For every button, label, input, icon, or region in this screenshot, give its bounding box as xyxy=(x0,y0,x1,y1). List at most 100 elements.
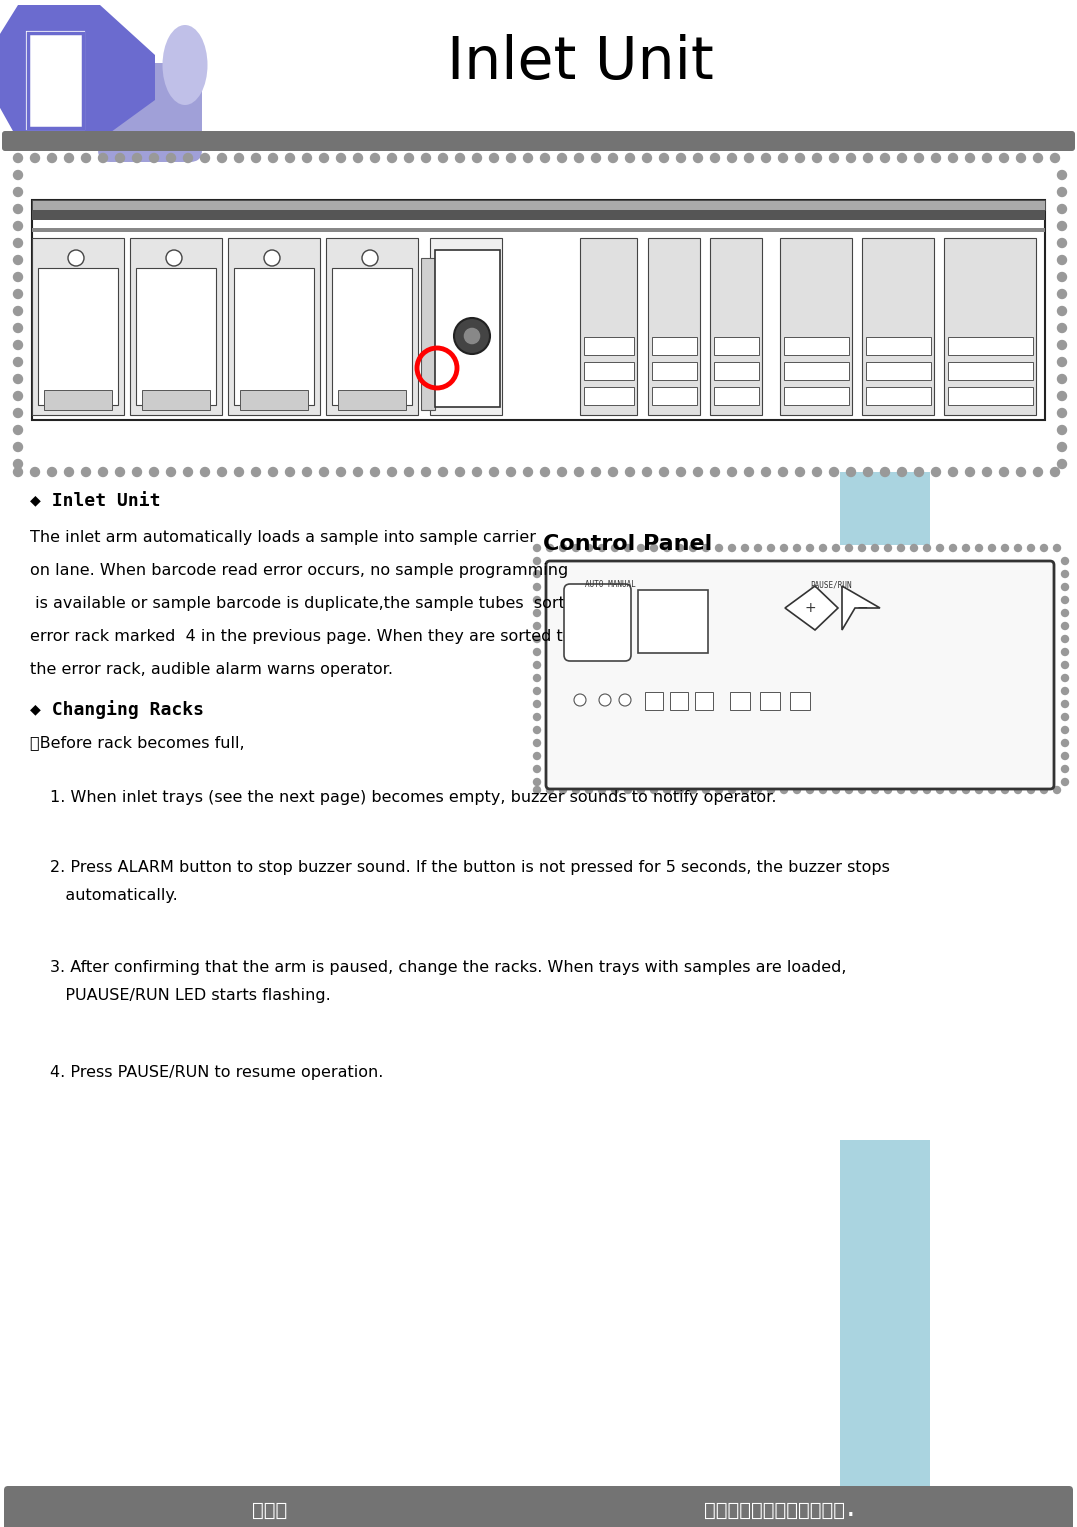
Circle shape xyxy=(820,545,826,551)
Bar xyxy=(435,250,500,408)
Circle shape xyxy=(1050,467,1060,476)
Circle shape xyxy=(65,154,73,162)
Bar xyxy=(638,589,708,654)
Circle shape xyxy=(715,786,723,794)
Circle shape xyxy=(533,779,541,785)
Circle shape xyxy=(1062,765,1068,773)
Bar xyxy=(866,386,931,405)
Circle shape xyxy=(14,443,23,452)
Circle shape xyxy=(1058,341,1066,350)
Bar xyxy=(32,238,124,415)
Circle shape xyxy=(574,693,586,705)
Bar xyxy=(784,337,849,354)
Circle shape xyxy=(1027,786,1035,794)
Text: −: − xyxy=(856,602,868,615)
Circle shape xyxy=(847,154,855,162)
Bar xyxy=(780,238,852,415)
Circle shape xyxy=(1062,753,1068,759)
Circle shape xyxy=(1027,545,1035,551)
Circle shape xyxy=(833,545,839,551)
Circle shape xyxy=(1058,443,1066,452)
Bar xyxy=(234,269,314,405)
Circle shape xyxy=(533,545,541,551)
Circle shape xyxy=(1058,221,1066,231)
Circle shape xyxy=(711,154,719,162)
Circle shape xyxy=(421,154,431,162)
Circle shape xyxy=(150,467,158,476)
Circle shape xyxy=(651,786,657,794)
Circle shape xyxy=(676,786,684,794)
Circle shape xyxy=(845,545,853,551)
Circle shape xyxy=(1058,426,1066,435)
Circle shape xyxy=(1062,571,1068,577)
Circle shape xyxy=(741,786,749,794)
Circle shape xyxy=(533,661,541,669)
Circle shape xyxy=(1015,545,1021,551)
Circle shape xyxy=(1062,623,1068,629)
Bar xyxy=(760,692,780,710)
Circle shape xyxy=(807,545,813,551)
Text: the error rack, audible alarm warns operator.: the error rack, audible alarm warns oper… xyxy=(30,663,393,676)
Circle shape xyxy=(794,545,800,551)
Circle shape xyxy=(558,467,567,476)
Bar xyxy=(584,337,634,354)
Text: +: + xyxy=(805,602,815,615)
Circle shape xyxy=(533,687,541,695)
Circle shape xyxy=(320,467,328,476)
Circle shape xyxy=(533,753,541,759)
Bar xyxy=(840,699,931,750)
Bar xyxy=(136,269,216,405)
Circle shape xyxy=(533,713,541,721)
Circle shape xyxy=(881,467,890,476)
Circle shape xyxy=(963,786,969,794)
Circle shape xyxy=(98,154,108,162)
Circle shape xyxy=(976,786,982,794)
Circle shape xyxy=(30,467,40,476)
Circle shape xyxy=(336,467,346,476)
Circle shape xyxy=(166,250,182,266)
Circle shape xyxy=(1062,739,1068,747)
Circle shape xyxy=(1062,675,1068,681)
Bar xyxy=(948,386,1033,405)
Circle shape xyxy=(14,307,23,316)
Bar xyxy=(840,472,931,545)
Circle shape xyxy=(1050,154,1060,162)
Bar xyxy=(791,692,810,710)
Circle shape xyxy=(559,786,567,794)
Circle shape xyxy=(643,154,652,162)
FancyBboxPatch shape xyxy=(28,34,83,128)
Circle shape xyxy=(1062,635,1068,643)
Circle shape xyxy=(781,786,787,794)
Circle shape xyxy=(14,324,23,333)
Circle shape xyxy=(14,426,23,435)
Circle shape xyxy=(68,250,84,266)
Circle shape xyxy=(741,545,749,551)
Circle shape xyxy=(1058,272,1066,281)
Circle shape xyxy=(1062,649,1068,655)
Circle shape xyxy=(612,545,618,551)
Bar xyxy=(338,389,406,411)
Circle shape xyxy=(626,467,634,476)
Circle shape xyxy=(796,154,805,162)
Circle shape xyxy=(812,467,822,476)
Circle shape xyxy=(574,154,584,162)
Circle shape xyxy=(183,467,193,476)
Circle shape xyxy=(1058,374,1066,383)
Circle shape xyxy=(982,467,992,476)
Circle shape xyxy=(533,635,541,643)
Circle shape xyxy=(625,545,631,551)
Circle shape xyxy=(965,154,975,162)
Circle shape xyxy=(761,467,770,476)
Circle shape xyxy=(586,545,592,551)
Text: ◆ Changing Racks: ◆ Changing Racks xyxy=(30,699,204,719)
Circle shape xyxy=(320,154,328,162)
Circle shape xyxy=(702,786,710,794)
Bar xyxy=(584,386,634,405)
Circle shape xyxy=(609,467,617,476)
Circle shape xyxy=(559,545,567,551)
Circle shape xyxy=(1034,154,1043,162)
Circle shape xyxy=(541,467,549,476)
Circle shape xyxy=(829,467,839,476)
Circle shape xyxy=(1058,391,1066,400)
Circle shape xyxy=(533,701,541,707)
